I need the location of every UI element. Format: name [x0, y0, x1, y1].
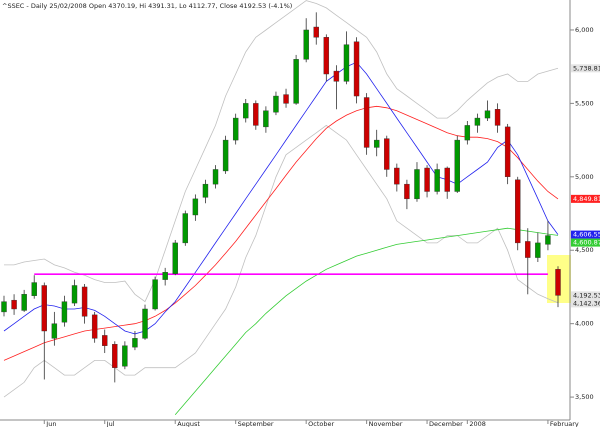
candle-body [283, 94, 289, 104]
candle-body [192, 198, 199, 216]
y-tick-label: 6,000 [575, 26, 594, 34]
candle-body [484, 110, 491, 119]
candle-body [102, 335, 108, 346]
candle-body [414, 169, 420, 200]
value-label-bg [571, 291, 600, 300]
x-tick-label: November [369, 420, 403, 427]
candle-body [555, 269, 561, 296]
candle-body [333, 70, 340, 82]
value-label-bg [571, 299, 600, 308]
candle-body [454, 139, 460, 192]
x-tick-label: 2008 [469, 420, 486, 427]
candle-body [394, 167, 400, 185]
candle-body [11, 299, 17, 310]
candle-body [293, 59, 299, 104]
x-tick-label: August [177, 420, 200, 427]
candle-body [132, 338, 138, 348]
candle-body [464, 125, 471, 141]
candle-body [91, 314, 98, 339]
indicator-line [4, 0, 559, 303]
chart-title: ^SSEC - Daily 25/02/2008 Open 4370.19, H… [2, 2, 292, 10]
candle-body [273, 95, 279, 113]
candle-body [1, 301, 7, 313]
value-label: 4,142.36 [573, 299, 600, 307]
candle-body [122, 345, 128, 367]
candle-body [373, 139, 380, 148]
candle-body [323, 37, 330, 75]
candle-body [515, 179, 521, 244]
value-label-bg [571, 230, 600, 239]
indicator-line [174, 227, 559, 415]
candle-body [61, 301, 68, 323]
candle-body [182, 213, 189, 244]
candle-body [232, 117, 239, 141]
value-label: 4,192.53 [573, 291, 600, 299]
candle-body [444, 167, 450, 192]
candle-body [504, 126, 511, 178]
value-label: 4,600.87 [573, 239, 600, 247]
y-tick-label: 3,500 [575, 393, 594, 401]
x-tick-label: December [429, 420, 463, 427]
value-label: 5,738.81 [573, 64, 600, 72]
candle-body [41, 285, 47, 332]
value-label: 4,606.55 [573, 231, 600, 239]
candle-body [263, 110, 269, 128]
candle-body [172, 242, 178, 274]
value-label-bg [571, 238, 600, 247]
candle-body [353, 41, 360, 97]
candle-body [303, 29, 309, 60]
candle-body [162, 272, 168, 280]
candle-body [51, 323, 58, 339]
x-tick-label: Jun [45, 420, 56, 427]
candle-body [404, 183, 410, 200]
candle-body [243, 103, 249, 119]
x-tick-label: September [238, 420, 274, 427]
candle-body [31, 282, 37, 296]
candle-body [81, 286, 88, 317]
candle-body [384, 138, 390, 170]
value-label-bg [571, 64, 600, 73]
x-tick-label: Jul [106, 420, 115, 427]
candle-body [112, 344, 118, 368]
candle-body [494, 109, 501, 126]
candle-body [343, 44, 350, 82]
y-tick-label: 5,000 [575, 173, 594, 181]
candle-body [222, 139, 229, 172]
candle-body [535, 242, 541, 258]
candle-body [212, 169, 219, 185]
candle-body [545, 235, 551, 245]
candle-body [363, 97, 370, 148]
indicator-line [3, 124, 559, 398]
value-label-bg [571, 194, 600, 203]
candle-body [525, 241, 531, 258]
y-tick-label: 4,000 [575, 320, 594, 328]
candle-body [474, 117, 481, 126]
candle-body [434, 169, 440, 192]
candle-body [142, 308, 148, 339]
y-tick-label: 4,500 [575, 246, 594, 254]
candle-body [152, 279, 158, 310]
indicator-line [3, 61, 559, 335]
candle-body [313, 26, 319, 38]
value-label: 4,849.81 [573, 195, 600, 203]
candle-body [424, 167, 430, 192]
y-tick-label: 5,500 [575, 99, 594, 107]
candle-body [71, 285, 78, 304]
x-tick-label: February [550, 420, 579, 427]
candle-body [21, 294, 27, 311]
candle-body [253, 103, 259, 126]
x-tick-label: October [308, 420, 334, 427]
candle-body [202, 183, 209, 198]
